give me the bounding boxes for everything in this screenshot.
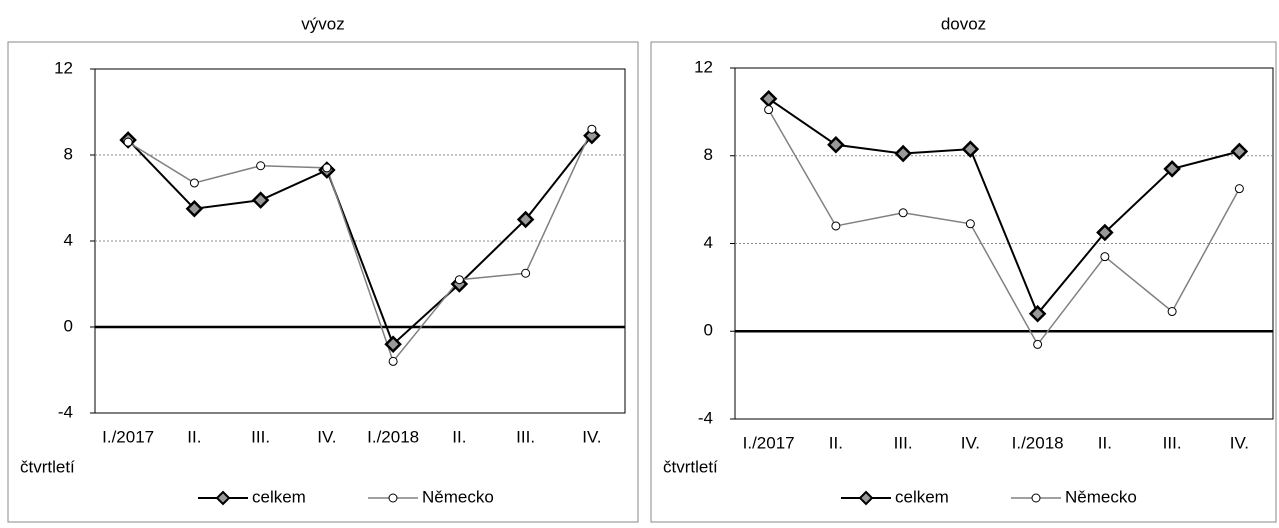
chart-title: dovoz — [941, 14, 986, 33]
y-tick-label: 12 — [694, 57, 713, 76]
x-tick-label: IV. — [961, 433, 980, 452]
marker-diamond — [759, 89, 778, 108]
marker-diamond — [827, 136, 845, 154]
marker-diamond — [516, 210, 535, 229]
legend-marker — [388, 493, 398, 503]
x-tick-label: III. — [516, 427, 535, 446]
legend-label: Německo — [1065, 487, 1137, 506]
x-tick-label: III. — [251, 427, 270, 446]
marker-circle — [189, 178, 199, 188]
marker-circle — [1167, 307, 1177, 317]
x-tick-label: II. — [829, 433, 843, 452]
y-tick-label: 8 — [64, 144, 73, 163]
marker-circle — [764, 105, 774, 115]
marker-diamond — [185, 199, 204, 218]
x-tick-label: I./2017 — [743, 433, 795, 452]
legend-marker — [1031, 493, 1041, 503]
marker-diamond — [961, 140, 980, 158]
marker-circle — [1234, 184, 1244, 194]
frame — [650, 41, 1277, 523]
marker-diamond — [251, 191, 270, 209]
y-tick-label: 0 — [704, 321, 713, 340]
y-tick-label: -4 — [58, 402, 73, 421]
marker-circle — [521, 268, 531, 278]
marker-circle — [587, 124, 597, 134]
marker-diamond — [1096, 223, 1114, 242]
x-tick-label: II. — [187, 427, 201, 446]
marker-circle — [831, 221, 841, 231]
marker-circle — [123, 137, 133, 147]
x-tick-label: IV. — [317, 427, 336, 446]
series-line — [767, 109, 1241, 346]
x-tick-label: II. — [1098, 433, 1112, 452]
chart-title: vývoz — [301, 14, 344, 33]
marker-diamond — [583, 126, 601, 145]
marker-circle — [454, 275, 464, 285]
marker-diamond — [384, 335, 402, 353]
marker-diamond — [894, 144, 912, 163]
marker-circle — [898, 208, 908, 218]
legend-label: Německo — [422, 487, 494, 506]
y-tick-label: 12 — [54, 58, 73, 77]
legend-label: celkem — [895, 487, 949, 506]
marker-diamond — [1163, 160, 1181, 178]
x-tick-label: I./2018 — [1012, 433, 1064, 452]
frame — [7, 41, 639, 523]
x-tick-label: IV. — [1230, 433, 1249, 452]
y-tick-label: 4 — [704, 233, 713, 252]
series-line — [127, 128, 593, 363]
x-tick-label: IV. — [582, 427, 601, 446]
marker-diamond — [1028, 304, 1047, 323]
series-line — [127, 135, 593, 346]
x-tick-label: I./2018 — [367, 427, 419, 446]
x-axis-label: čtvrtletí — [20, 457, 75, 476]
marker-circle — [322, 163, 332, 173]
y-tick-label: -4 — [698, 408, 713, 427]
y-tick-label: 0 — [64, 316, 73, 335]
y-tick-label: 4 — [64, 230, 73, 249]
marker-circle — [256, 161, 266, 171]
marker-circle — [388, 356, 398, 366]
legend-label: celkem — [252, 487, 306, 506]
marker-circle — [1033, 339, 1043, 349]
x-tick-label: III. — [1163, 433, 1182, 452]
marker-circle — [1100, 252, 1110, 262]
x-tick-label: I./2017 — [102, 427, 154, 446]
marker-circle — [965, 219, 975, 229]
series-line — [768, 97, 1240, 316]
y-tick-label: 8 — [704, 145, 713, 164]
legend-marker — [858, 490, 874, 506]
x-tick-label: II. — [452, 427, 466, 446]
marker-diamond — [1230, 142, 1249, 161]
x-axis-label: čtvrtletí — [663, 457, 718, 476]
legend-marker — [215, 490, 231, 506]
x-tick-label: III. — [894, 433, 913, 452]
